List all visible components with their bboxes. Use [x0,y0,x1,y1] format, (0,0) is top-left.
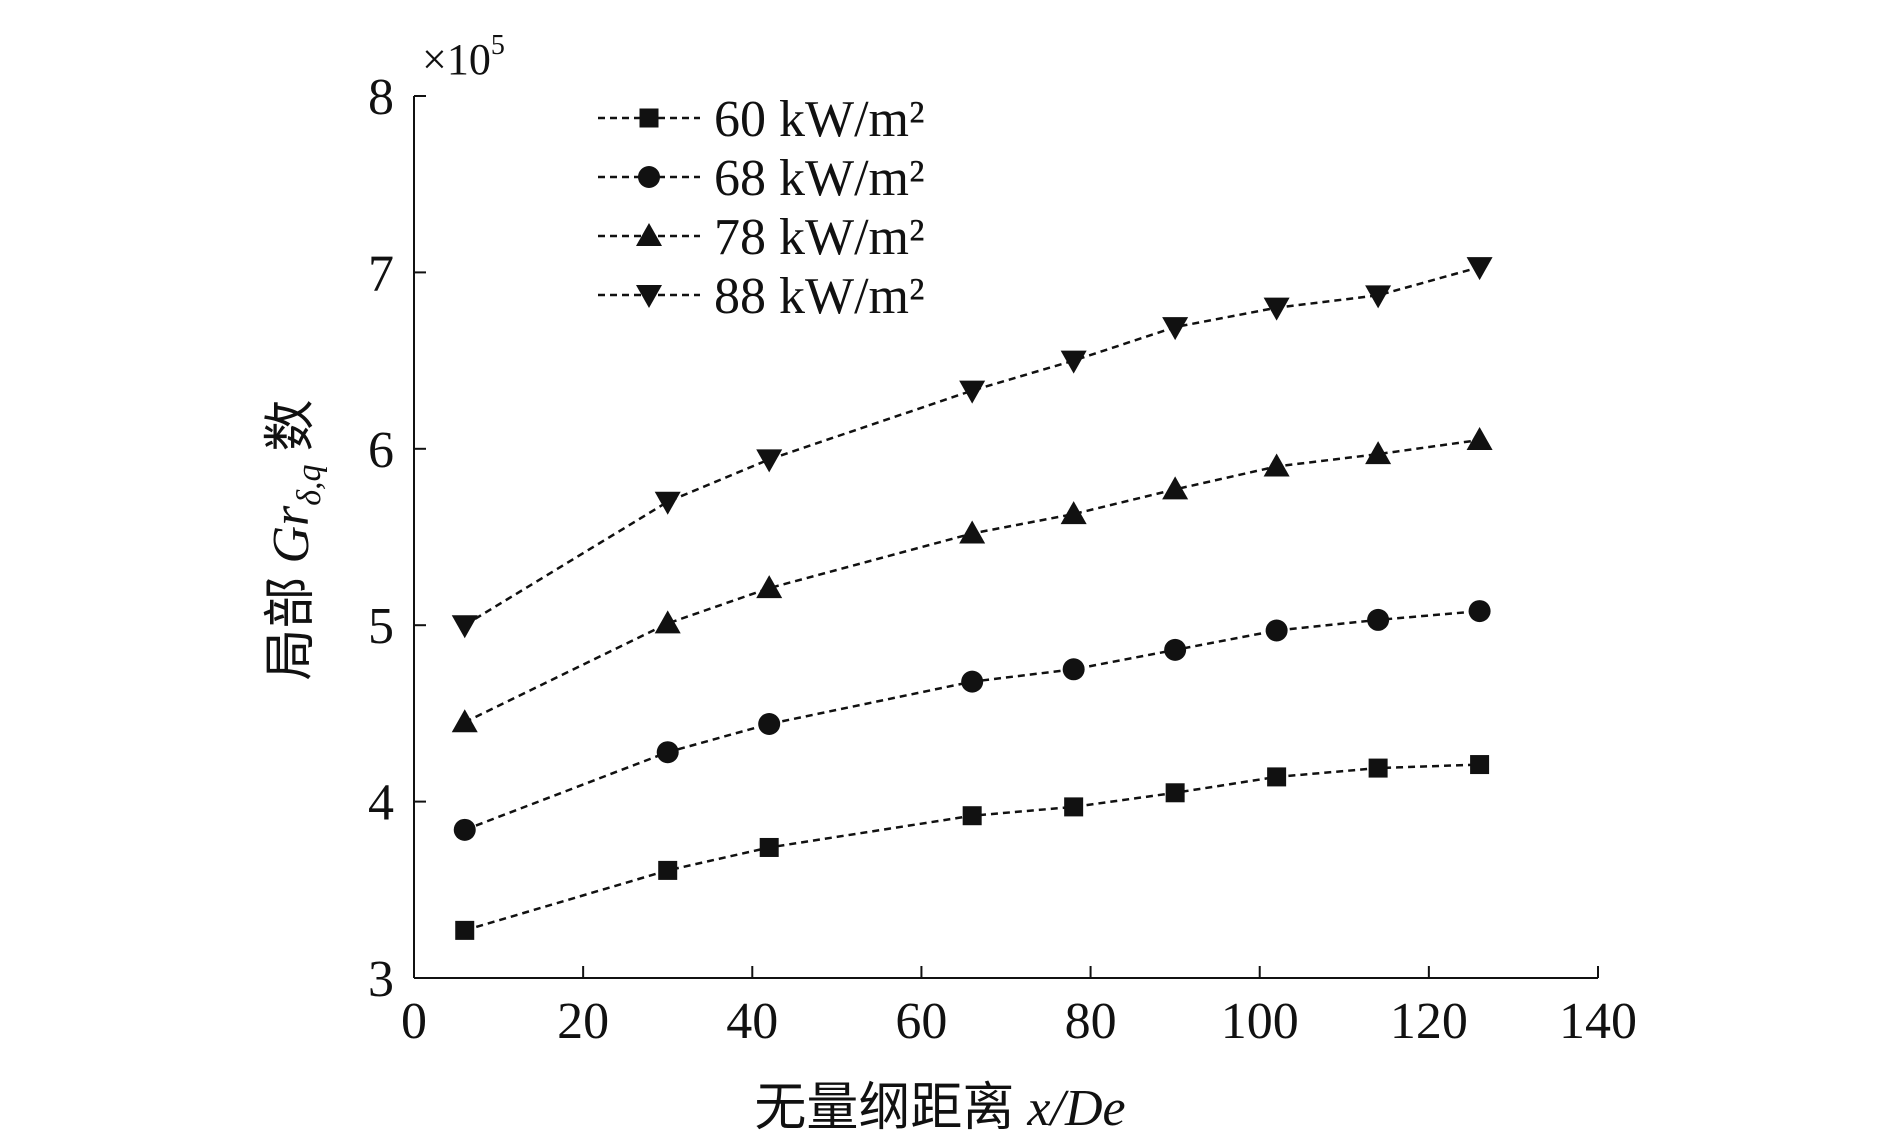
data-point [654,491,681,515]
x-tick-label: 100 [1221,993,1299,1050]
legend-label: 78 kW/m² [714,209,925,266]
x-tick-label: 0 [401,993,427,1050]
series-line [464,609,1480,831]
y-multiplier-label: ×105 [422,30,505,84]
series-line [464,265,1480,627]
x-tick-label: 80 [1065,993,1117,1050]
x-tick-label: 20 [557,993,609,1050]
data-point [1466,426,1493,450]
data-point [1365,441,1392,465]
x-axis-label: 无量纲距离 x/De [754,1080,1125,1137]
y-tick-label: 3 [368,951,394,1008]
data-point [962,806,982,826]
data-point [1468,600,1491,623]
series-layer [451,257,1493,940]
data-point [656,741,679,764]
data-point [455,920,475,940]
data-point [959,380,986,404]
chart-axes [413,96,1598,979]
data-point [1263,297,1290,321]
data-point [1060,501,1087,525]
data-point [658,860,678,880]
data-point [1165,783,1185,803]
x-ticks: 0 20 40 60 80 100 120 140 [401,966,1637,1050]
data-point [453,818,476,841]
series-4 [451,257,1493,639]
legend-marker [639,108,659,128]
y-tick-label: 4 [368,775,394,832]
data-point [1368,758,1388,778]
x-tick-label: 140 [1559,993,1637,1050]
data-point [451,709,478,733]
legend-label: 60 kW/m² [714,91,925,148]
y-tick-label: 8 [368,69,394,126]
data-point [1365,285,1392,309]
series-3 [451,426,1493,733]
data-point [1064,797,1084,817]
x-tick-label: 120 [1390,993,1468,1050]
legend-item: 60 kW/m² [598,91,925,148]
series-line [464,763,1480,932]
data-point [1162,476,1189,500]
y-ticks: 3 4 5 6 7 8 [368,69,426,1008]
legend-marker [636,285,662,308]
y-axis-label: 局部 Grδ,q 数 [263,399,328,680]
data-point [759,837,779,857]
data-point [1060,350,1087,374]
y-tick-label: 5 [368,598,394,655]
series-1 [455,755,1490,940]
x-tick-label: 60 [895,993,947,1050]
series-2 [453,600,1491,841]
legend-item: 68 kW/m² [598,150,925,207]
data-point [756,575,783,599]
data-point [1267,767,1287,787]
legend-item: 78 kW/m² [598,209,925,266]
legend-label: 88 kW/m² [714,268,925,325]
data-point [1265,619,1288,642]
data-point [1466,257,1493,281]
legend-item: 88 kW/m² [598,268,925,325]
legend-marker [636,223,662,246]
data-point [1367,608,1390,631]
data-point [654,610,681,634]
data-point [1263,453,1290,477]
data-point [1062,658,1085,681]
data-point [1470,755,1490,775]
legend-marker [638,166,660,188]
data-point [758,712,781,735]
data-point [756,449,783,473]
data-point [961,670,984,693]
data-point [451,615,478,639]
data-point [959,520,986,544]
x-tick-label: 40 [726,993,778,1050]
data-point [1162,317,1189,341]
y-tick-label: 6 [368,422,394,479]
data-point [1164,638,1187,661]
y-tick-label: 7 [368,245,394,302]
legend-label: 68 kW/m² [714,150,925,207]
